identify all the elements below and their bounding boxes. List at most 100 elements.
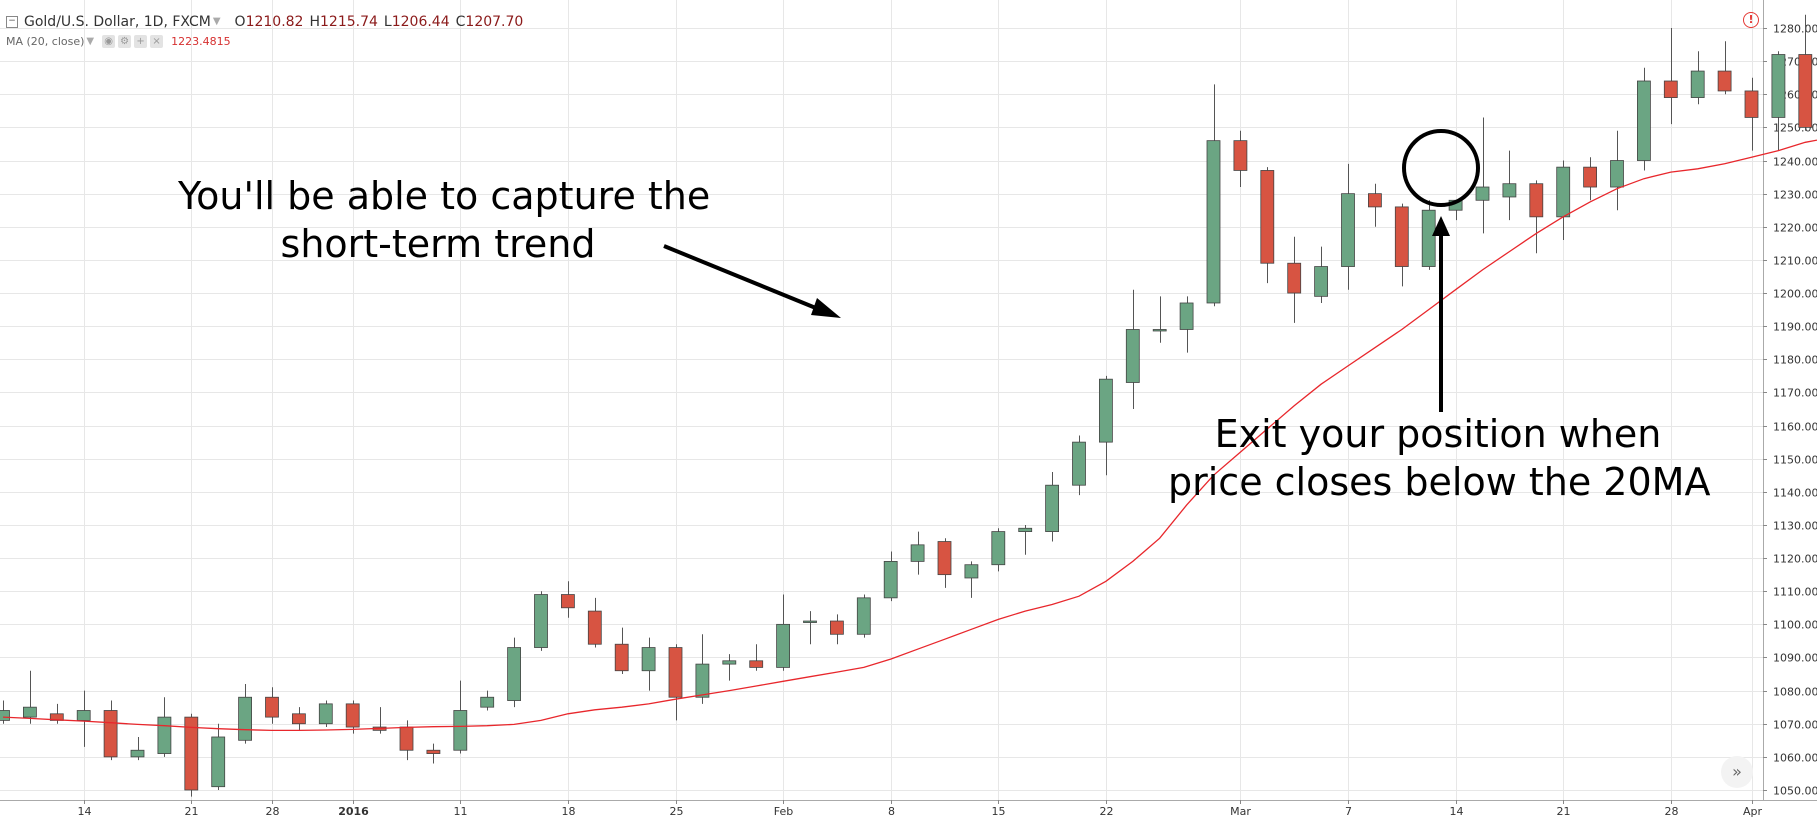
candle-body[interactable]: [1099, 378, 1113, 443]
candle-body[interactable]: [265, 696, 279, 718]
candle-body[interactable]: [1152, 329, 1167, 332]
candle-body[interactable]: [1368, 193, 1382, 208]
close-value: 1207.70: [465, 13, 524, 30]
price-tick-label: 1050.00: [1773, 785, 1817, 798]
candle-body[interactable]: [453, 710, 468, 751]
candle-body[interactable]: [1475, 186, 1490, 201]
candle-body[interactable]: [803, 620, 817, 623]
candle-body[interactable]: [238, 696, 253, 741]
candle-body[interactable]: [318, 703, 333, 725]
candle-body[interactable]: [1206, 140, 1221, 304]
gear-icon[interactable]: ⚙: [118, 34, 132, 48]
ma-label[interactable]: MA (20, close): [6, 34, 85, 48]
candle-body[interactable]: [1394, 206, 1409, 267]
low-label: L: [383, 13, 392, 30]
candle-body[interactable]: [1556, 166, 1571, 218]
candle-body[interactable]: [399, 726, 414, 751]
symbol-label[interactable]: Gold/U.S. Dollar, 1D, FXCM: [24, 13, 211, 30]
candle-body[interactable]: [991, 531, 1006, 566]
symbol-row: − Gold/U.S. Dollar, 1D, FXCM ▼ O 1210.82 …: [6, 12, 523, 31]
candle-body[interactable]: [776, 623, 790, 668]
ma-chevron-icon[interactable]: ▼: [86, 35, 95, 47]
candle-body[interactable]: [695, 663, 710, 698]
candle-body[interactable]: [1502, 183, 1517, 198]
close-icon[interactable]: ×: [150, 34, 164, 48]
candle-body[interactable]: [1610, 160, 1624, 188]
candle-body[interactable]: [964, 564, 979, 579]
collapse-icon[interactable]: −: [6, 15, 18, 28]
candle-body[interactable]: [1314, 266, 1328, 297]
candle-body[interactable]: [1717, 70, 1732, 92]
candle-body[interactable]: [507, 647, 522, 701]
candle-body[interactable]: [641, 647, 656, 672]
price-tick-label: 1090.00: [1773, 652, 1817, 665]
price-tick-label: 1170.00: [1773, 387, 1817, 400]
candle-body[interactable]: [1260, 170, 1275, 264]
plus-icon[interactable]: +: [134, 34, 148, 48]
candle-body[interactable]: [937, 541, 952, 576]
candle-body[interactable]: [103, 710, 118, 758]
scroll-right-icon[interactable]: »: [1721, 756, 1753, 788]
candle-body[interactable]: [1744, 90, 1759, 118]
time-tick-label: 22: [1100, 805, 1114, 818]
candle-body[interactable]: [1341, 193, 1355, 267]
candle-body[interactable]: [534, 594, 548, 648]
open-value: 1210.82: [245, 13, 304, 30]
trend-arrow-shaft: [663, 244, 829, 315]
eye-icon[interactable]: ◉: [102, 34, 116, 48]
open-label: O: [234, 13, 246, 30]
time-tick-label: Feb: [774, 805, 793, 818]
candle-body[interactable]: [1421, 209, 1436, 267]
candle-body[interactable]: [722, 660, 737, 665]
candle-body[interactable]: [1233, 140, 1248, 171]
candle-body[interactable]: [157, 716, 172, 754]
price-tick-label: 1120.00: [1773, 553, 1817, 566]
candle-body[interactable]: [291, 713, 306, 725]
time-tick-label: 14: [1450, 805, 1464, 818]
candle-body[interactable]: [184, 716, 199, 791]
candle-body[interactable]: [1179, 302, 1194, 330]
candle-body[interactable]: [76, 710, 91, 721]
candle-body[interactable]: [749, 660, 764, 668]
candle-body[interactable]: [0, 710, 10, 721]
candle-body[interactable]: [830, 620, 844, 635]
candle-body[interactable]: [1663, 80, 1678, 98]
candle-body[interactable]: [1771, 54, 1786, 118]
time-tick-label: 18: [562, 805, 576, 818]
candle-body[interactable]: [130, 749, 145, 758]
candle-body[interactable]: [1583, 166, 1597, 188]
price-tick-label: 1060.00: [1773, 752, 1817, 765]
candle-body[interactable]: [1690, 70, 1705, 98]
candle-body[interactable]: [480, 696, 495, 708]
price-tick-label: 1240.00: [1773, 156, 1817, 169]
candle-body[interactable]: [561, 594, 575, 609]
candle-body[interactable]: [668, 647, 683, 698]
candle-body[interactable]: [345, 703, 360, 728]
candle-body[interactable]: [1045, 484, 1059, 532]
trend-annotation-line1: You'll be able to capture the: [178, 174, 711, 218]
ma-controls: ◉ ⚙ + ×: [102, 34, 164, 48]
alert-icon[interactable]: !: [1743, 12, 1759, 28]
chevron-down-icon[interactable]: ▼: [212, 16, 221, 27]
candle-body[interactable]: [22, 706, 37, 718]
candle-body[interactable]: [211, 736, 226, 788]
candle-body[interactable]: [1072, 441, 1086, 486]
candle-body[interactable]: [1637, 80, 1651, 161]
candle-body[interactable]: [910, 544, 925, 562]
candle-body[interactable]: [883, 561, 898, 599]
price-tick-label: 1180.00: [1773, 354, 1817, 367]
close-label: C: [455, 13, 466, 30]
candle-body[interactable]: [856, 597, 871, 635]
candle-body[interactable]: [1018, 527, 1033, 532]
candle-body[interactable]: [1125, 329, 1140, 383]
trend-annotation-line2: short-term trend: [280, 222, 596, 266]
price-tick-label: 1280.00: [1773, 23, 1817, 36]
exit-annotation: Exit your position when price closes bel…: [1168, 410, 1710, 506]
candle-body[interactable]: [1798, 54, 1813, 128]
candle-body[interactable]: [426, 749, 441, 754]
candle-body[interactable]: [1287, 262, 1302, 294]
candle-body[interactable]: [1529, 183, 1544, 218]
candle-body[interactable]: [614, 643, 629, 672]
candle-body[interactable]: [587, 610, 602, 645]
